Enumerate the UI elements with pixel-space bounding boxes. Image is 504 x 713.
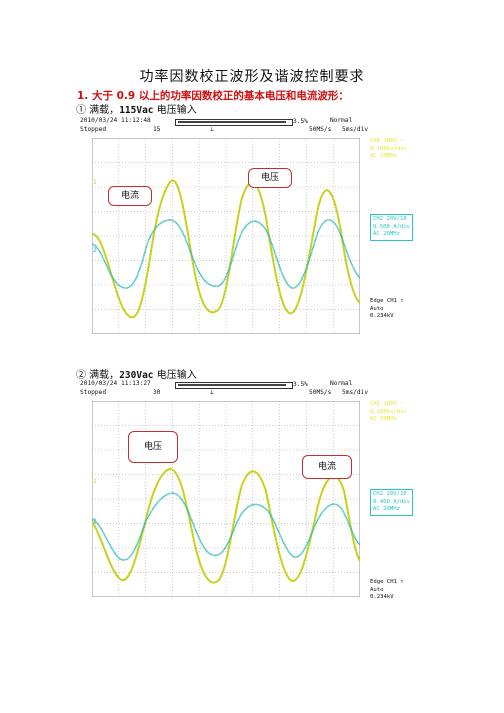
scope-screen: 1 2 [92, 138, 360, 334]
ch1-line: CH1 100V ~ [370, 138, 404, 144]
scope-trigger-pos: 3.5% [293, 381, 308, 388]
scope-datetime: 2010/03/24 11:13:27 [80, 380, 151, 387]
svg-text:1: 1 [93, 179, 97, 186]
ch2-line: CH2 20V/10 [373, 216, 407, 222]
voltage-trace [92, 179, 360, 319]
current-callout: 电流 [108, 186, 152, 206]
caption-prefix: ② 满载， [76, 370, 120, 381]
trigger-line: Edge CH1 ↑ [370, 298, 404, 304]
scope-mode: Normal [330, 117, 353, 124]
voltage-trace [92, 467, 360, 584]
ch2-settings: CH2 20V/10 0.400 A/div AC 20MHz [370, 489, 414, 516]
trigger-marker-icon: ⊥ [210, 389, 214, 396]
ch1-line: AC 20MHz [370, 416, 397, 423]
channel-info-panel: CH1 100V ~ 0.100kv/div AC 20MHz CH2 20V/… [370, 138, 430, 334]
scope-header: 2010/03/24 11:12:48 Stopped 15 3.5% ⊥ No… [80, 116, 390, 138]
svg-text:1: 1 [93, 478, 97, 485]
ch1-line: CH1 100V ~ [370, 401, 404, 407]
voltage-callout: 电压 [248, 168, 292, 188]
scope-header: 2010/03/24 11:13:27 Stopped 30 3.5% ⊥ No… [80, 379, 390, 401]
voltage-callout: 电压 [128, 431, 178, 463]
caption-voltage: 115Vac [119, 105, 154, 116]
scope-sample-rate: 50MS/s [309, 126, 332, 133]
ch2-line: AC 20MHz [373, 506, 400, 513]
channel-info-panel: CH1 100V ~ 0.200kv/div AC 20MHz CH2 20V/… [370, 401, 430, 600]
oscilloscope-screenshot-1: 2010/03/24 11:12:48 Stopped 15 3.5% ⊥ No… [80, 116, 414, 334]
scope-timebase: 5ms/div [342, 389, 369, 396]
trigger-line: 0.234kV [370, 594, 394, 601]
ch2-line: 0.400 A/div [373, 498, 411, 505]
scope-sample-rate: 50MS/s [309, 389, 332, 396]
ch2-line: 0.500 A/div [373, 223, 411, 230]
ch1-line: AC 20MHz [370, 153, 397, 160]
oscilloscope-screenshot-2: 2010/03/24 11:13:27 Stopped 30 3.5% ⊥ No… [80, 379, 414, 600]
section-heading: 1. 大于 0.9 以上的功率因数校正的基本电压和电流波形： [77, 90, 349, 102]
trigger-settings: Edge CH1 ↑ Auto 0.234kV [370, 298, 404, 321]
scope-mode: Normal [330, 380, 353, 387]
current-trace [92, 492, 360, 561]
trigger-line: Auto [370, 305, 384, 312]
trigger-marker-icon: ⊥ [210, 126, 214, 133]
figure-2-caption: ② 满载，230Vac 电压输入 [76, 366, 197, 381]
caption-suffix: 电压输入 [153, 105, 197, 116]
trigger-line: Edge CH1 ↑ [370, 579, 404, 585]
scope-status: Stopped [80, 389, 107, 396]
trigger-settings: Edge CH1 ↑ Auto 0.234kV [370, 579, 404, 602]
ch1-settings: CH1 100V ~ 0.200kv/div AC 20MHz [370, 401, 407, 424]
figure-1-caption: ① 满载，115Vac 电压输入 [76, 101, 197, 116]
ch2-line: CH2 20V/10 [373, 491, 407, 497]
scope-status: Stopped [80, 126, 107, 133]
scope-count: 15 [153, 126, 161, 133]
scope-timebase: 5ms/div [342, 126, 369, 133]
ch1-line: 0.200kv/div [370, 408, 408, 415]
scope-count: 30 [153, 389, 161, 396]
caption-voltage: 230Vac [119, 370, 154, 381]
trigger-position-bar [175, 382, 293, 389]
ch1-settings: CH1 100V ~ 0.100kv/div AC 20MHz [370, 138, 407, 161]
current-trace [92, 219, 360, 289]
caption-suffix: 电压输入 [153, 370, 197, 381]
current-callout: 电流 [302, 455, 352, 479]
document-title: 功率因数校正波形及谐波控制要求 [139, 69, 365, 85]
caption-prefix: ① 满载， [76, 105, 120, 116]
ch2-settings: CH2 20V/10 0.500 A/div AC 20MHz [370, 214, 414, 241]
scope-datetime: 2010/03/24 11:12:48 [80, 117, 151, 124]
trigger-line: Auto [370, 586, 384, 593]
svg-text:2: 2 [93, 247, 97, 254]
scope-trigger-pos: 3.5% [293, 118, 308, 125]
trigger-position-bar [175, 119, 293, 126]
trigger-line: 0.234kV [370, 313, 394, 320]
ch1-line: 0.100kv/div [370, 145, 408, 152]
ch2-line: AC 20MHz [373, 231, 400, 238]
